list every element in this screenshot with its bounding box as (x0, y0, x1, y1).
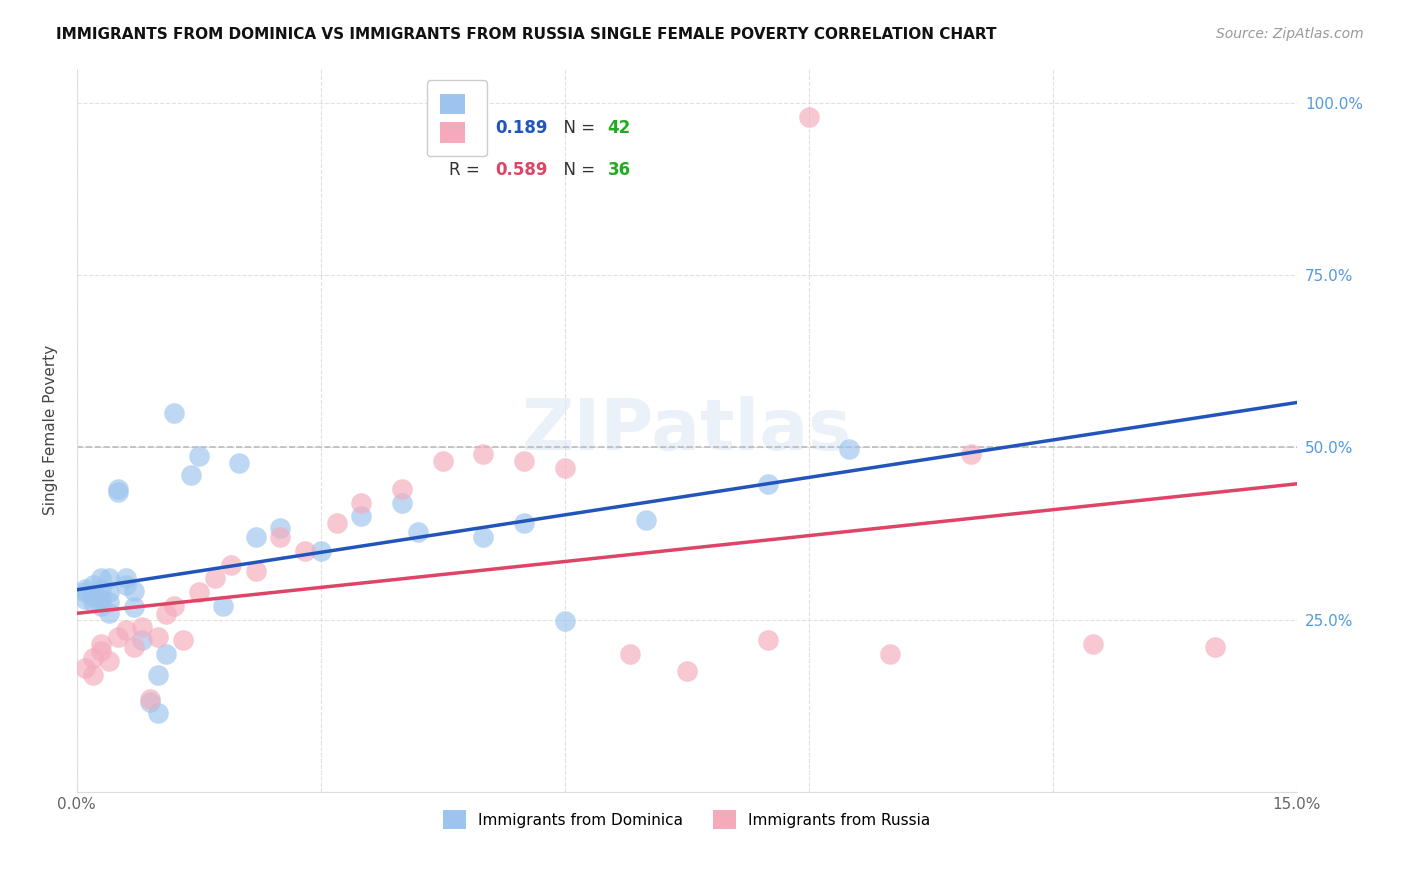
Point (960, 447, 983, 461)
Point (82, 650, 104, 665)
Point (155, 647, 177, 661)
Point (245, 565, 267, 579)
Point (797, 110, 820, 124)
Point (269, 530, 291, 544)
Text: 36: 36 (607, 161, 630, 178)
Point (675, 665, 697, 679)
Point (204, 571, 226, 585)
Point (114, 571, 136, 585)
Point (107, 630, 129, 644)
Point (73, 592, 96, 607)
Point (245, 530, 267, 544)
Point (98, 571, 121, 585)
Point (148, 706, 170, 720)
Text: ZIPatlas: ZIPatlas (522, 396, 852, 465)
Legend: Immigrants from Dominica, Immigrants from Russia: Immigrants from Dominica, Immigrants fro… (436, 804, 936, 835)
Point (114, 578, 136, 592)
Point (82, 578, 104, 592)
Point (619, 647, 641, 661)
Point (269, 521, 291, 535)
Point (472, 447, 495, 461)
Point (187, 449, 209, 463)
Point (228, 456, 250, 470)
Point (180, 468, 202, 483)
Point (513, 454, 536, 468)
Point (90, 571, 112, 585)
Point (221, 558, 243, 572)
Point (554, 614, 576, 628)
Point (432, 454, 454, 468)
Point (90, 644, 112, 658)
Point (98, 606, 121, 620)
Point (326, 516, 349, 531)
Text: Source: ZipAtlas.com: Source: ZipAtlas.com (1216, 27, 1364, 41)
Point (350, 509, 373, 524)
Point (131, 633, 153, 648)
Point (73, 585, 96, 599)
Point (122, 600, 145, 615)
Point (148, 630, 170, 644)
Point (294, 544, 316, 558)
Point (107, 482, 129, 496)
Point (114, 623, 136, 637)
Point (90, 637, 112, 651)
Text: N =: N = (553, 119, 600, 136)
Point (634, 513, 657, 527)
Point (756, 633, 779, 648)
Point (131, 619, 153, 633)
Point (82, 595, 104, 609)
Point (98, 654, 121, 668)
Text: 0.189: 0.189 (495, 119, 548, 136)
Point (391, 495, 413, 509)
Point (98, 595, 121, 609)
Point (139, 692, 162, 706)
Point (513, 516, 536, 531)
Point (879, 647, 901, 661)
Point (408, 524, 430, 539)
Point (73, 582, 96, 596)
Point (391, 482, 413, 496)
Point (212, 599, 235, 613)
Text: IMMIGRANTS FROM DOMINICA VS IMMIGRANTS FROM RUSSIA SINGLE FEMALE POVERTY CORRELA: IMMIGRANTS FROM DOMINICA VS IMMIGRANTS F… (56, 27, 997, 42)
Y-axis label: Single Female Poverty: Single Female Poverty (44, 345, 58, 516)
Point (155, 607, 177, 622)
Text: R =: R = (449, 161, 485, 178)
Point (98, 585, 121, 599)
Point (82, 589, 104, 603)
Text: R =: R = (449, 119, 485, 136)
Point (756, 477, 779, 491)
Point (1204, 640, 1226, 655)
Point (163, 406, 186, 420)
Point (172, 633, 194, 648)
Point (122, 640, 145, 655)
Point (350, 495, 373, 509)
Text: 0.589: 0.589 (495, 161, 548, 178)
Point (107, 485, 129, 500)
Point (163, 599, 186, 613)
Point (90, 582, 112, 596)
Text: N =: N = (553, 161, 600, 178)
Point (472, 530, 495, 544)
Point (90, 592, 112, 607)
Point (139, 695, 162, 709)
Point (554, 461, 576, 475)
Point (122, 583, 145, 598)
Point (187, 585, 209, 599)
Point (73, 661, 96, 675)
Point (82, 668, 104, 682)
Point (148, 668, 170, 682)
Point (1083, 637, 1105, 651)
Text: 42: 42 (607, 119, 631, 136)
Point (90, 599, 112, 613)
Point (309, 544, 332, 558)
Point (838, 442, 860, 456)
